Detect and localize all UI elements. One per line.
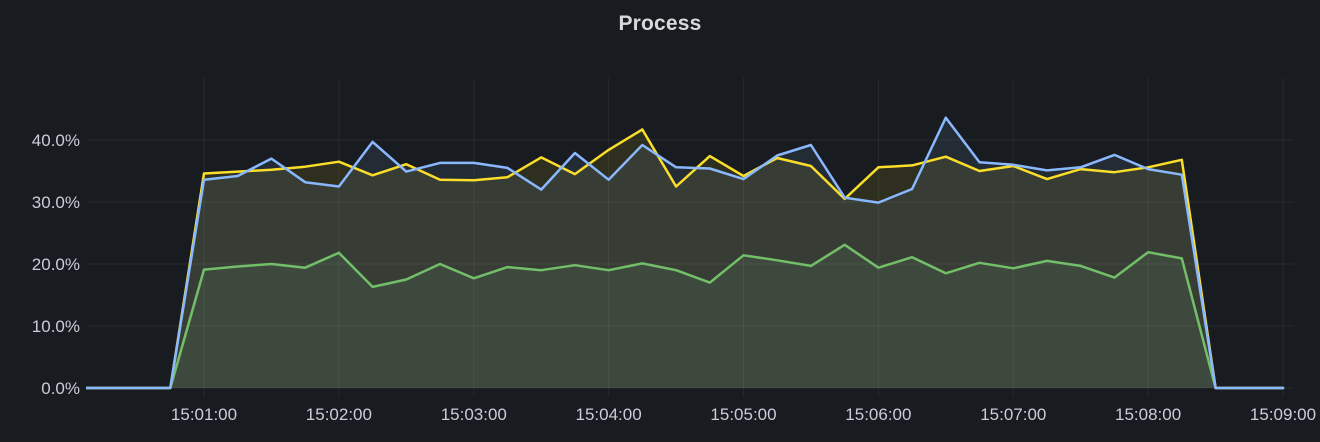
series-fills [86, 117, 1283, 388]
x-tick-label: 15:09:00 [1250, 405, 1316, 424]
series-fill-yellow [86, 129, 1283, 388]
panel-title[interactable]: Process [618, 12, 702, 35]
series-fill-blue [86, 117, 1283, 388]
series-line-green [86, 243, 1285, 390]
grid-lines [88, 78, 1294, 397]
series-lines [86, 116, 1285, 390]
x-tick-label: 15:03:00 [441, 405, 507, 424]
y-tick-label: 40.0% [32, 131, 80, 150]
x-tick-label: 15:04:00 [576, 405, 642, 424]
x-tick-label: 15:01:00 [171, 405, 237, 424]
y-tick-label: 20.0% [32, 255, 80, 274]
y-axis-labels: 0.0% 10.0% 20.0% 30.0% 40.0% [32, 131, 80, 398]
y-tick-label: 0.0% [41, 379, 80, 398]
y-tick-label: 10.0% [32, 317, 80, 336]
y-tick-label: 30.0% [32, 193, 80, 212]
x-tick-label: 15:08:00 [1115, 405, 1181, 424]
x-tick-label: 15:06:00 [845, 405, 911, 424]
series-fill-green [86, 244, 1283, 388]
series-line-yellow [86, 128, 1285, 390]
x-tick-label: 15:05:00 [710, 405, 776, 424]
x-axis-labels: 15:01:00 15:02:00 15:03:00 15:04:00 15:05:00… [171, 405, 1316, 424]
x-tick-label: 15:02:00 [306, 405, 372, 424]
series-line-blue [86, 116, 1285, 390]
x-tick-label: 15:07:00 [980, 405, 1046, 424]
